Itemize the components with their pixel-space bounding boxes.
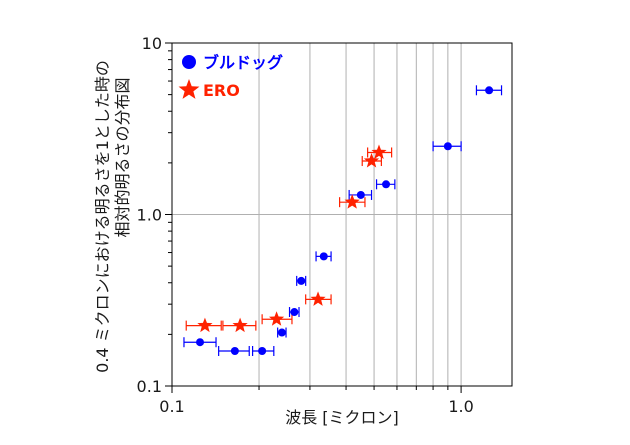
x-tick-label: 0.1 xyxy=(159,397,184,416)
data-point-star xyxy=(371,144,387,159)
data-point-star xyxy=(310,291,326,306)
legend-item-ero: ERO xyxy=(178,79,240,100)
data-point-star xyxy=(197,317,213,333)
y-axis-label-line-2: 相対的明るさの分布図 xyxy=(113,77,132,237)
data-point-circle xyxy=(230,346,239,355)
y-tick-label: 1.0 xyxy=(137,206,162,225)
legend: ブルドッグ ERO xyxy=(178,53,283,100)
legend-star-marker xyxy=(178,79,200,99)
data-point-circle xyxy=(382,180,391,189)
data-point-circle xyxy=(485,86,494,95)
ticks-layer: 0.1 1.0 0.1 1.0 10 xyxy=(137,34,474,416)
data-point-star xyxy=(344,194,360,209)
data-point-circle xyxy=(443,142,452,151)
legend-label-ero: ERO xyxy=(203,81,240,100)
grid-layer xyxy=(172,43,512,386)
data-point-star xyxy=(363,153,380,168)
legend-item-bulldog: ブルドッグ xyxy=(182,53,283,72)
data-point-circle xyxy=(319,252,328,261)
y-axis-label: 0.4 ミクロンにおける明るさを1とした時の 相対的明るさの分布図 xyxy=(93,60,132,373)
data-point-circle xyxy=(297,276,306,285)
data-point-circle xyxy=(290,308,299,317)
legend-label-bulldog: ブルドッグ xyxy=(203,53,283,72)
x-tick-label: 1.0 xyxy=(448,397,473,416)
y-tick-label: 10 xyxy=(142,34,162,53)
data-point-circle xyxy=(356,190,365,199)
legend-circle-marker xyxy=(182,55,196,69)
x-axis-label: 波長 [ミクロン] xyxy=(285,408,399,427)
marker-layer xyxy=(196,86,494,355)
data-point-star xyxy=(232,317,248,333)
y-tick-label: 0.1 xyxy=(137,377,162,396)
data-point-star xyxy=(268,311,285,326)
data-point-circle xyxy=(196,338,205,347)
errorbar-layer xyxy=(183,85,503,356)
y-axis-label-line-1: 0.4 ミクロンにおける明るさを1とした時の xyxy=(93,60,112,373)
data-point-circle xyxy=(277,328,286,337)
data-point-circle xyxy=(258,346,267,355)
